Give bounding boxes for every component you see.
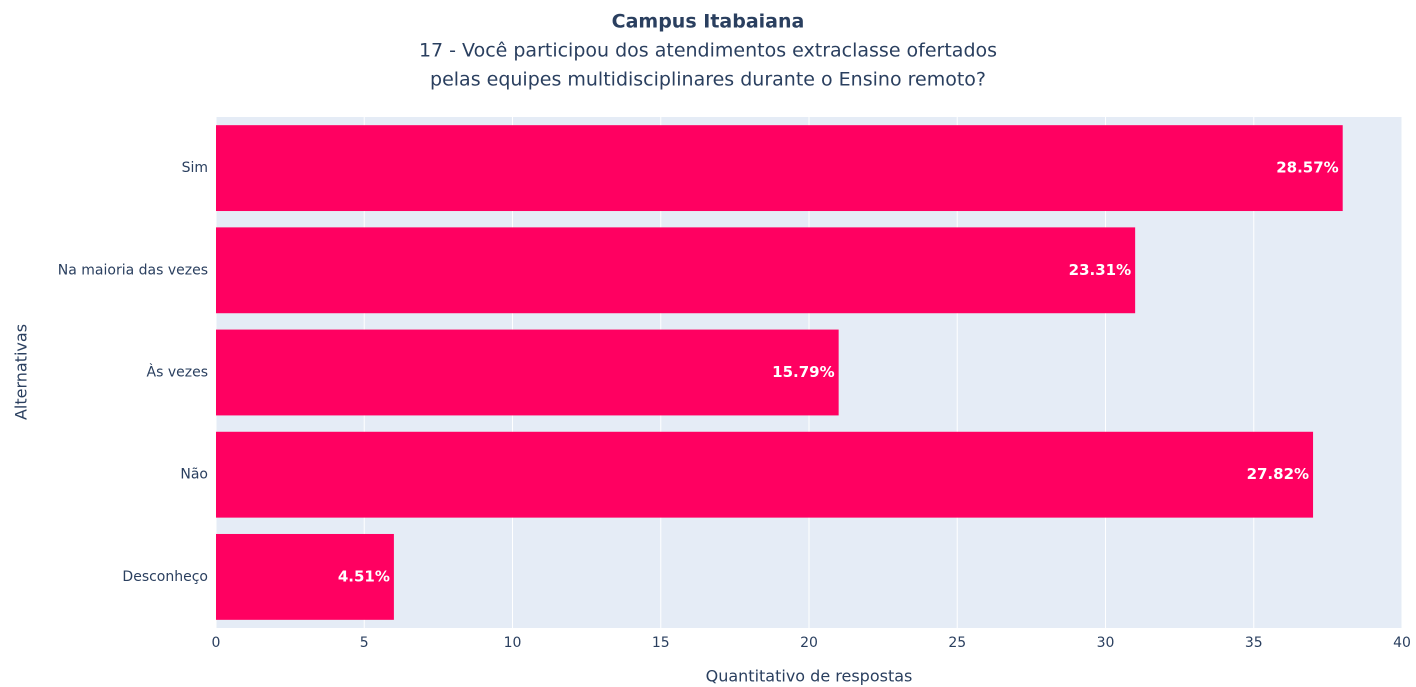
bar [216,329,839,416]
y-tick-label: Não [180,467,208,483]
bar [216,533,394,620]
value-label: 15.79% [772,363,834,381]
y-axis-title: Alternativas [12,324,31,420]
y-tick-label: Sim [182,160,208,176]
x-tick-label: 10 [504,635,522,651]
x-tick-label: 0 [212,635,221,651]
y-tick-label: Na maioria das vezes [58,262,208,278]
chart-title: Campus Itabaiana [612,11,805,33]
x-tick-label: 25 [948,635,966,651]
chart-subtitle: pelas equipes multidisciplinares durante… [430,69,986,91]
value-label: 23.31% [1069,261,1131,279]
bar [216,227,1136,314]
chart-subtitle: 17 - Você participou dos atendimentos ex… [419,40,997,62]
x-axis-title: Quantitativo de respostas [706,667,913,686]
bar [216,431,1314,518]
x-tick-label: 30 [1097,635,1115,651]
x-tick-label: 40 [1393,635,1411,651]
y-tick-label: Desconheço [122,569,208,585]
x-tick-label: 20 [800,635,818,651]
x-tick-label: 15 [652,635,670,651]
value-label: 28.57% [1276,159,1338,177]
value-label: 27.82% [1247,465,1309,483]
y-tick-label: Às vezes [147,364,208,381]
x-tick-label: 35 [1245,635,1263,651]
bar [216,125,1343,212]
x-tick-label: 5 [360,635,369,651]
value-label: 4.51% [338,567,390,585]
